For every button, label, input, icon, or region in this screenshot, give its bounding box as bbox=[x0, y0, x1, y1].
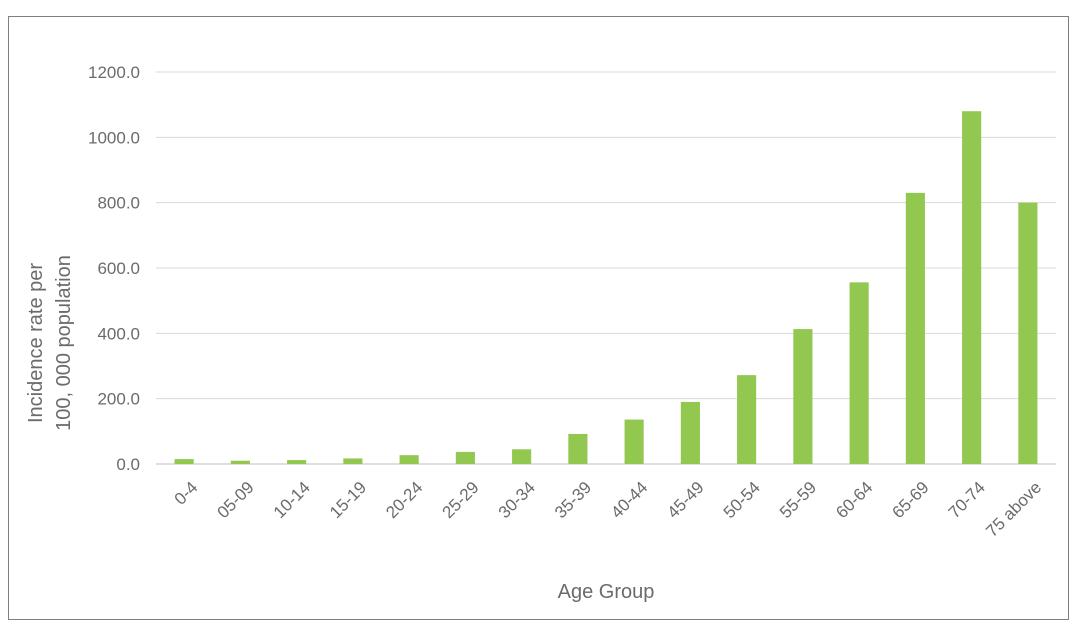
x-tick-label: 35-39 bbox=[551, 478, 595, 522]
y-axis-ticks: 0.0 200.0 400.0 600.0 800.0 1000.0 1200.0 bbox=[88, 63, 140, 474]
x-tick-label: 55-59 bbox=[776, 478, 820, 522]
x-tick-label: 70-74 bbox=[945, 478, 989, 522]
x-tick-label: 50-54 bbox=[720, 478, 764, 522]
bar bbox=[455, 451, 475, 464]
bar bbox=[568, 433, 588, 464]
y-tick-label: 200.0 bbox=[97, 390, 140, 409]
y-tick-label: 800.0 bbox=[97, 194, 140, 213]
bar bbox=[793, 329, 813, 464]
x-tick-label: 75 above bbox=[982, 478, 1045, 541]
bar bbox=[737, 375, 757, 464]
bar bbox=[399, 455, 419, 464]
x-axis-ticks: 0-4 05-09 10-14 15-19 20-24 25-29 30-34 35-39 40… bbox=[171, 478, 1046, 541]
bars bbox=[174, 111, 1038, 464]
bar bbox=[287, 460, 307, 464]
y-axis-title-line-1: Incidence rate per bbox=[25, 263, 47, 423]
y-tick-label: 1200.0 bbox=[88, 63, 140, 82]
bar bbox=[230, 460, 250, 464]
x-tick-label: 0-4 bbox=[171, 478, 202, 509]
x-tick-label: 20-24 bbox=[382, 478, 426, 522]
x-tick-label: 40-44 bbox=[607, 478, 651, 522]
chart-area: 0.0 200.0 400.0 600.0 800.0 1000.0 1200.0 0-4 0… bbox=[8, 16, 1069, 620]
bar bbox=[174, 459, 194, 464]
bar bbox=[905, 192, 925, 464]
x-tick-label: 65-69 bbox=[889, 478, 933, 522]
x-tick-label: 45-49 bbox=[664, 478, 708, 522]
bar bbox=[343, 458, 363, 464]
y-axis-title: Incidence rate per 100, 000 population bbox=[25, 255, 75, 431]
x-tick-label: 25-29 bbox=[439, 478, 483, 522]
bar bbox=[849, 282, 869, 464]
x-tick-label: 10-14 bbox=[270, 478, 314, 522]
bar bbox=[962, 111, 982, 464]
bar bbox=[1018, 202, 1038, 464]
bar bbox=[512, 449, 532, 464]
y-tick-label: 400.0 bbox=[97, 324, 140, 343]
y-tick-label: 600.0 bbox=[97, 259, 140, 278]
x-tick-label: 60-64 bbox=[832, 478, 876, 522]
x-tick-label: 05-09 bbox=[214, 478, 258, 522]
x-axis-title: Age Group bbox=[558, 581, 655, 603]
gridlines bbox=[156, 71, 1056, 465]
y-tick-label: 1000.0 bbox=[88, 128, 140, 147]
x-tick-label: 30-34 bbox=[495, 478, 539, 522]
y-tick-label: 0.0 bbox=[116, 455, 140, 474]
y-axis-title-line-2: 100, 000 population bbox=[53, 255, 75, 431]
bar bbox=[680, 401, 700, 464]
bar bbox=[624, 419, 644, 464]
x-tick-label: 15-19 bbox=[326, 478, 370, 522]
